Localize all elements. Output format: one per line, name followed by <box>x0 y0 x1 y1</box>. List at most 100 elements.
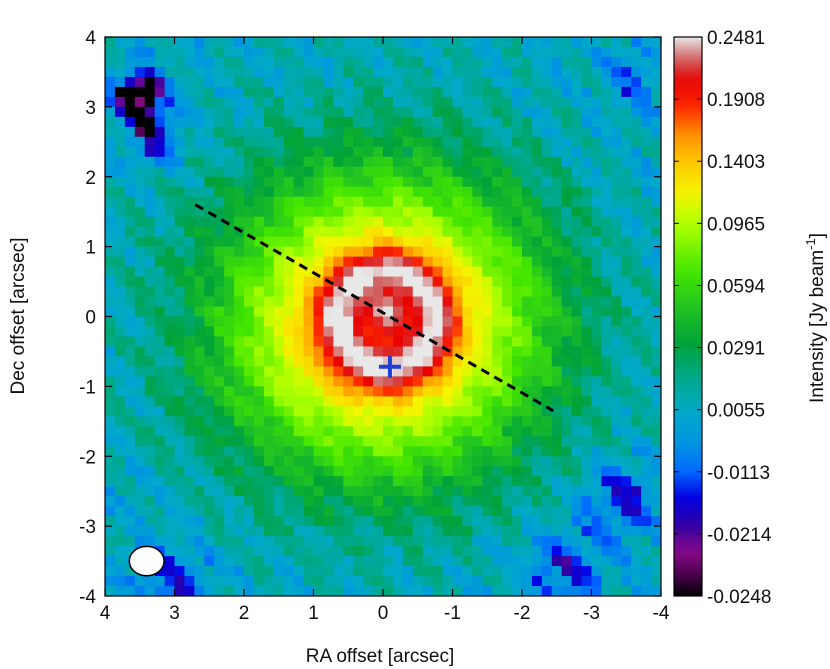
heatmap-cell <box>512 376 523 387</box>
heatmap-cell <box>541 166 553 178</box>
heatmap-cell <box>442 336 454 348</box>
heatmap-cell <box>313 206 325 218</box>
heatmap-cell <box>263 416 275 427</box>
heatmap-cell <box>631 37 642 48</box>
heatmap-cell <box>263 46 275 58</box>
heatmap-cell <box>551 106 563 118</box>
heatmap-cell <box>502 106 513 118</box>
heatmap-cell <box>313 326 325 338</box>
heatmap-cell <box>462 236 473 248</box>
heatmap-cell <box>283 316 295 328</box>
heatmap-cell <box>422 396 434 407</box>
heatmap-cell <box>293 466 305 477</box>
heatmap-cell <box>402 326 414 338</box>
heatmap-cell <box>591 256 603 268</box>
heatmap-cell <box>432 546 444 557</box>
heatmap-cell <box>134 316 146 328</box>
heatmap-cell <box>591 416 603 427</box>
heatmap-cell <box>383 216 394 228</box>
heatmap-cell <box>392 476 404 487</box>
heatmap-cell <box>621 506 632 517</box>
heatmap-cell <box>442 426 454 437</box>
heatmap-cell <box>323 186 334 198</box>
heatmap-cell <box>144 286 156 298</box>
heatmap-cell <box>591 86 603 98</box>
heatmap-cell <box>353 66 364 78</box>
heatmap-cell <box>452 56 464 68</box>
heatmap-cell <box>442 266 454 278</box>
heatmap-cell <box>124 476 136 487</box>
heatmap-cell <box>114 306 126 318</box>
heatmap-cell <box>631 386 642 397</box>
heatmap-cell <box>502 576 513 587</box>
heatmap-cell <box>571 556 583 567</box>
heatmap-cell <box>531 86 543 98</box>
heatmap-cell <box>184 86 195 98</box>
heatmap-cell <box>502 196 513 208</box>
heatmap-cell <box>154 386 166 397</box>
heatmap-cell <box>353 356 364 368</box>
heatmap-cell <box>323 256 334 268</box>
heatmap-cell <box>373 506 384 517</box>
heatmap-cell <box>512 456 523 467</box>
heatmap-cell <box>631 366 642 377</box>
heatmap-cell <box>293 166 305 178</box>
heatmap-cell <box>333 166 344 178</box>
heatmap-cell <box>184 476 195 487</box>
heatmap-cell <box>303 316 315 328</box>
heatmap-cell <box>234 326 245 338</box>
heatmap-cell <box>114 37 126 48</box>
heatmap-cell <box>273 96 285 108</box>
heatmap-cell <box>611 486 622 497</box>
heatmap-cell <box>472 336 483 348</box>
heatmap-cell <box>273 416 285 427</box>
heatmap-cell <box>144 206 156 218</box>
heatmap-cell <box>343 236 354 248</box>
heatmap-cell <box>591 246 603 258</box>
heatmap-cell <box>631 106 642 118</box>
heatmap-cell <box>134 56 146 68</box>
heatmap-cell <box>651 286 661 298</box>
heatmap-cell <box>373 106 384 118</box>
heatmap-cell <box>531 516 543 527</box>
heatmap-cell <box>114 366 126 377</box>
heatmap-cell <box>551 176 563 188</box>
heatmap-cell <box>343 156 354 168</box>
heatmap-cell <box>263 236 275 248</box>
heatmap-cell <box>105 306 116 318</box>
heatmap-cell <box>462 406 473 417</box>
heatmap-cell <box>601 296 612 308</box>
heatmap-cell <box>323 376 334 387</box>
heatmap-cell <box>204 506 215 517</box>
heatmap-cell <box>124 366 136 377</box>
heatmap-cell <box>174 446 186 457</box>
heatmap-cell <box>124 176 136 188</box>
heatmap-cell <box>492 276 503 288</box>
heatmap-cell <box>651 46 661 58</box>
heatmap-cell <box>333 366 344 377</box>
heatmap-cell <box>561 356 573 368</box>
heatmap-cell <box>601 506 612 517</box>
heatmap-cell <box>353 396 364 407</box>
heatmap-cell <box>303 336 315 348</box>
heatmap-cell <box>184 366 195 377</box>
heatmap-cell <box>541 526 553 537</box>
heatmap-cell <box>154 486 166 497</box>
heatmap-cell <box>432 326 444 338</box>
heatmap-cell <box>512 166 523 178</box>
heatmap-cell <box>154 46 166 58</box>
heatmap-cell <box>293 106 305 118</box>
heatmap-cell <box>402 206 414 218</box>
heatmap-cell <box>283 256 295 268</box>
heatmap-cell <box>184 526 195 537</box>
heatmap-cell <box>105 276 116 288</box>
heatmap-cell <box>204 436 215 447</box>
heatmap-cell <box>591 186 603 198</box>
heatmap-cell <box>293 316 305 328</box>
heatmap-cell <box>432 276 444 288</box>
heatmap-cell <box>561 156 573 168</box>
heatmap-cell <box>204 476 215 487</box>
heatmap-cell <box>452 276 464 288</box>
heatmap-cell <box>244 266 255 278</box>
